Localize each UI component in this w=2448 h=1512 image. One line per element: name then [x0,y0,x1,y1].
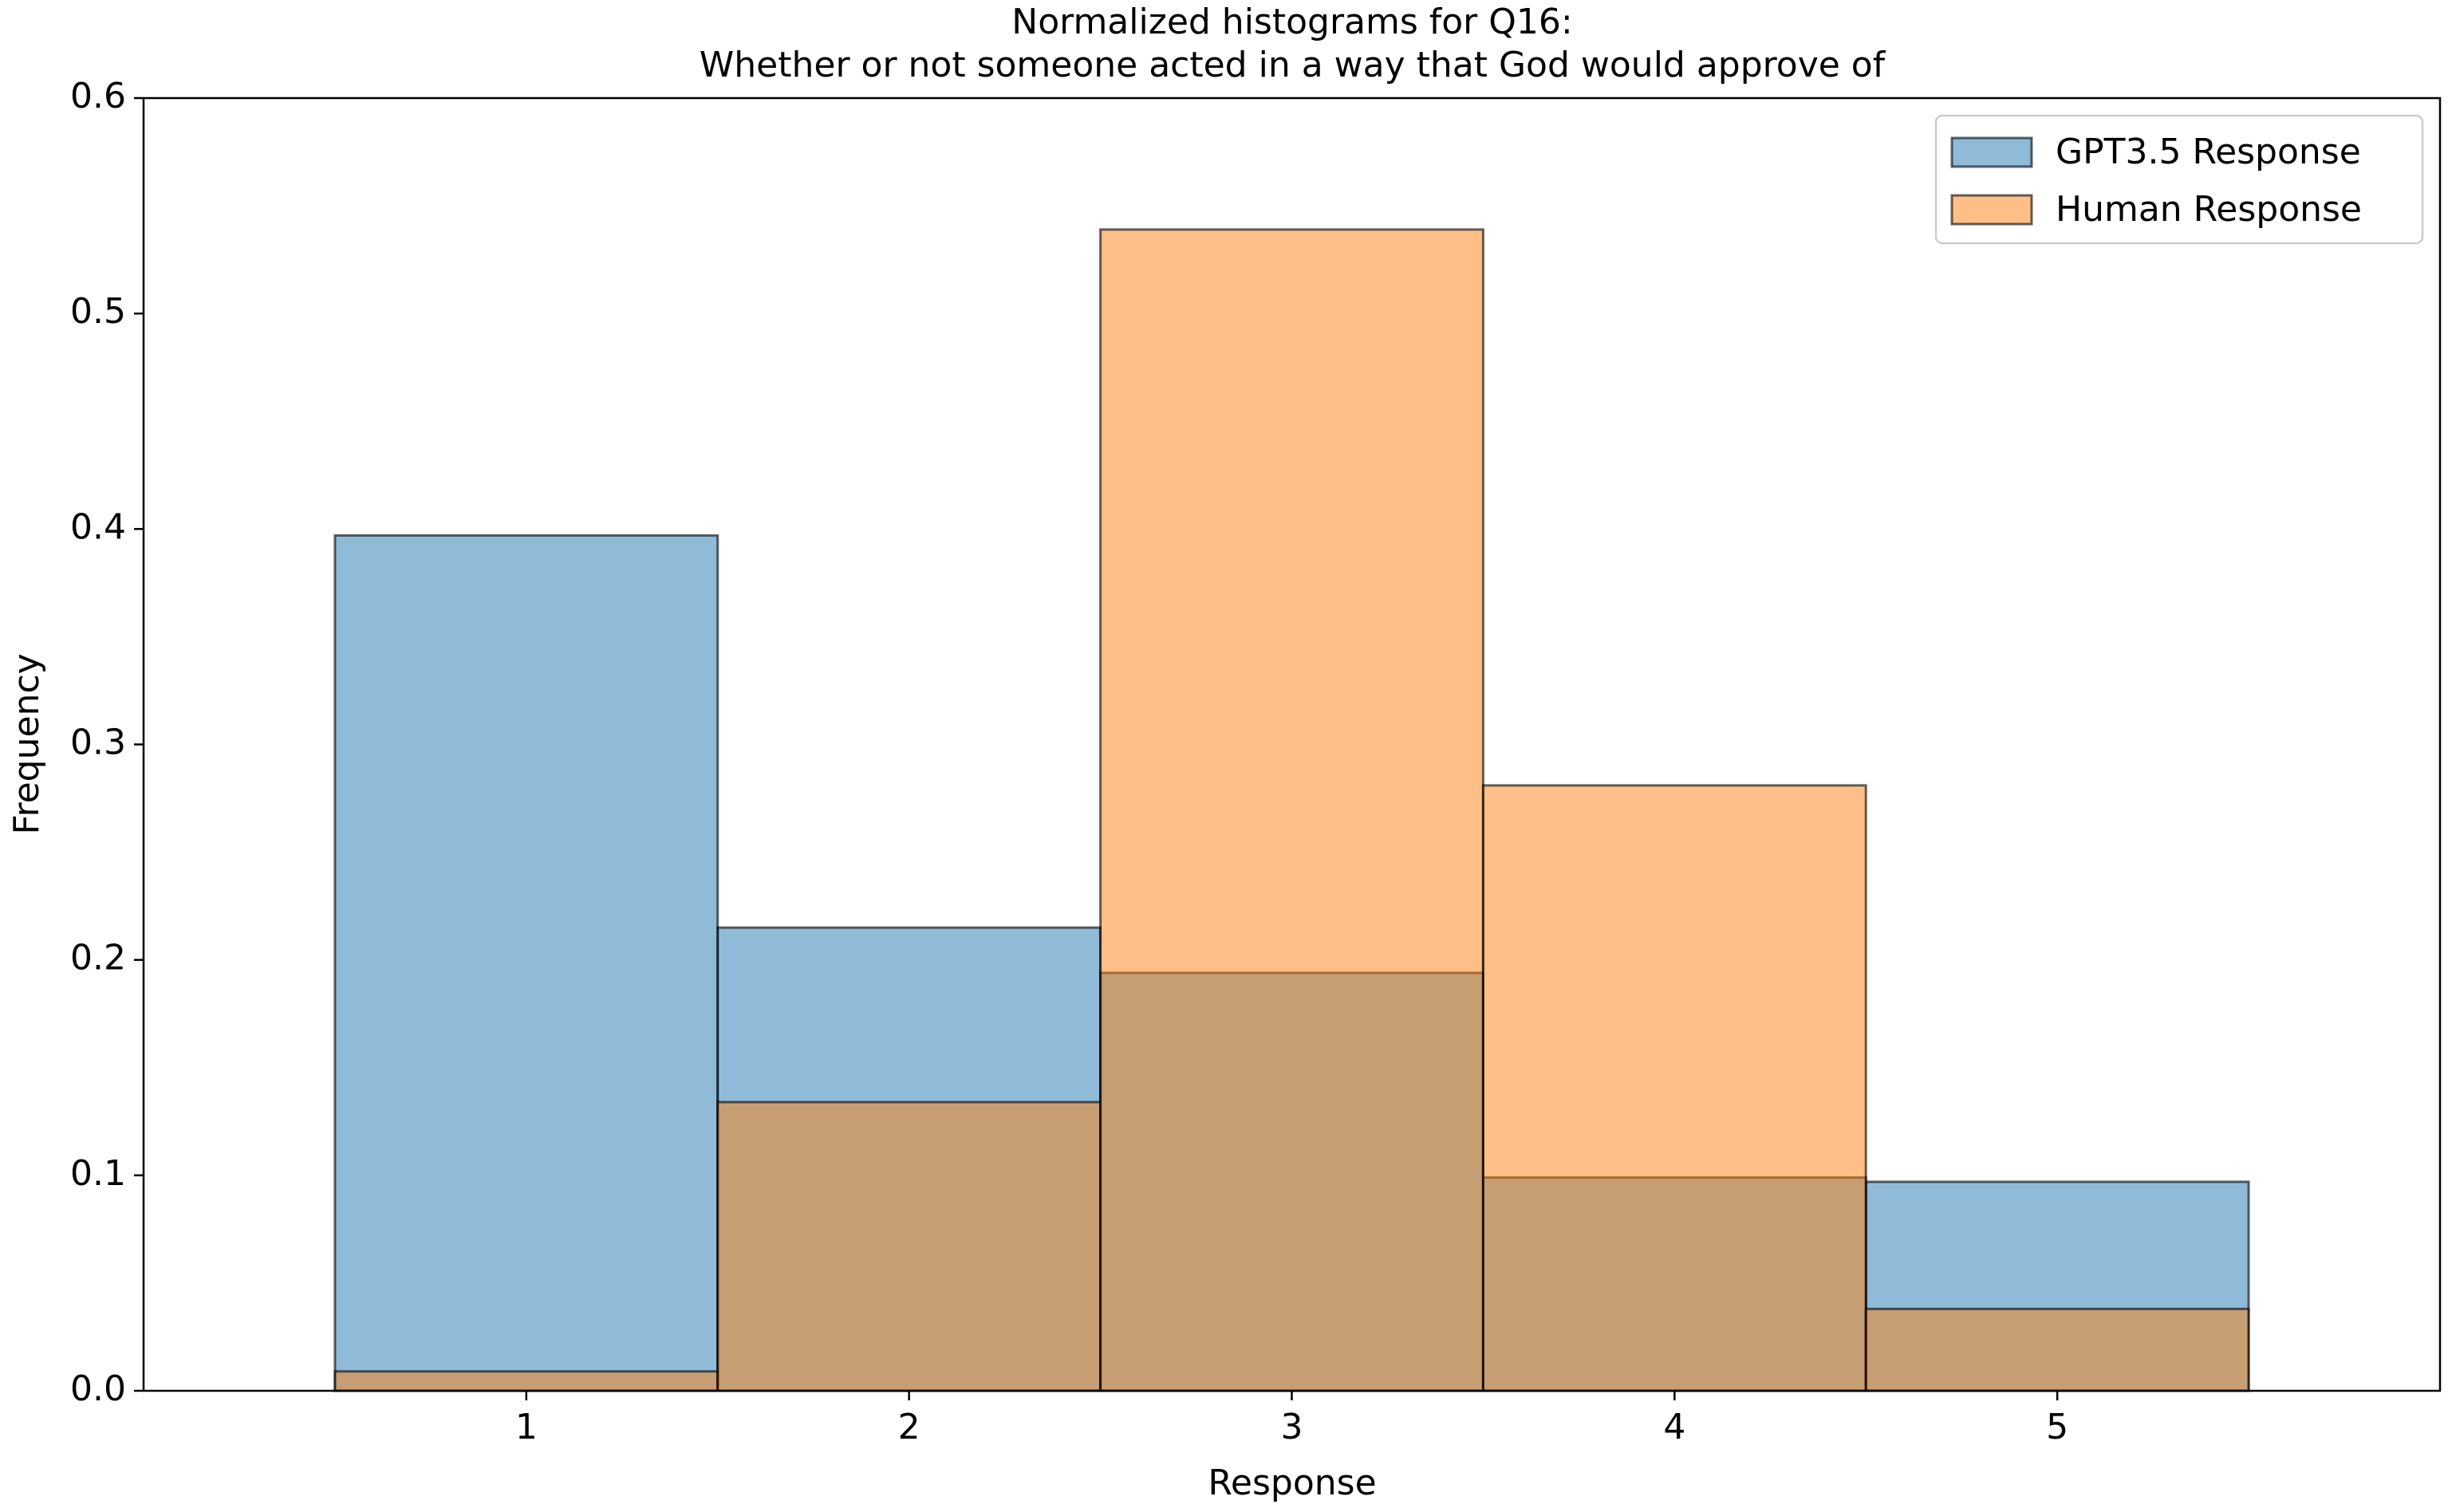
chart-title: Whether or not someone acted in a way th… [700,45,1886,85]
bar [333,534,719,1392]
legend-box [1934,114,2424,245]
bar [1099,228,1484,1392]
y-tick-label: 0.0 [70,1368,126,1409]
x-tick-label: 2 [898,1407,920,1447]
y-tick-label: 0.4 [70,506,126,547]
y-tick-label: 0.3 [70,723,126,763]
y-tick-label: 0.6 [70,76,126,116]
x-tick-label: 1 [515,1407,538,1447]
legend-swatch [1950,136,2033,168]
bar [716,1101,1102,1392]
bar [1864,1307,2250,1392]
legend-label: GPT3.5 Response [2056,132,2361,172]
y-tick-label: 0.1 [70,1153,126,1194]
legend-label: Human Response [2056,189,2362,230]
y-axis-label: Frequency [6,653,47,834]
y-tick-label: 0.5 [70,291,126,332]
chart-title: Normalized histograms for Q16: [1011,2,1572,42]
x-tick-label: 3 [1281,1407,1303,1447]
y-tick-label: 0.2 [70,938,126,978]
x-tick-label: 5 [2046,1407,2068,1447]
x-axis-label: Response [1208,1463,1376,1503]
x-tick-label: 4 [1663,1407,1685,1447]
bar [1481,784,1867,1392]
legend-swatch [1950,194,2033,226]
bar [333,1370,719,1392]
